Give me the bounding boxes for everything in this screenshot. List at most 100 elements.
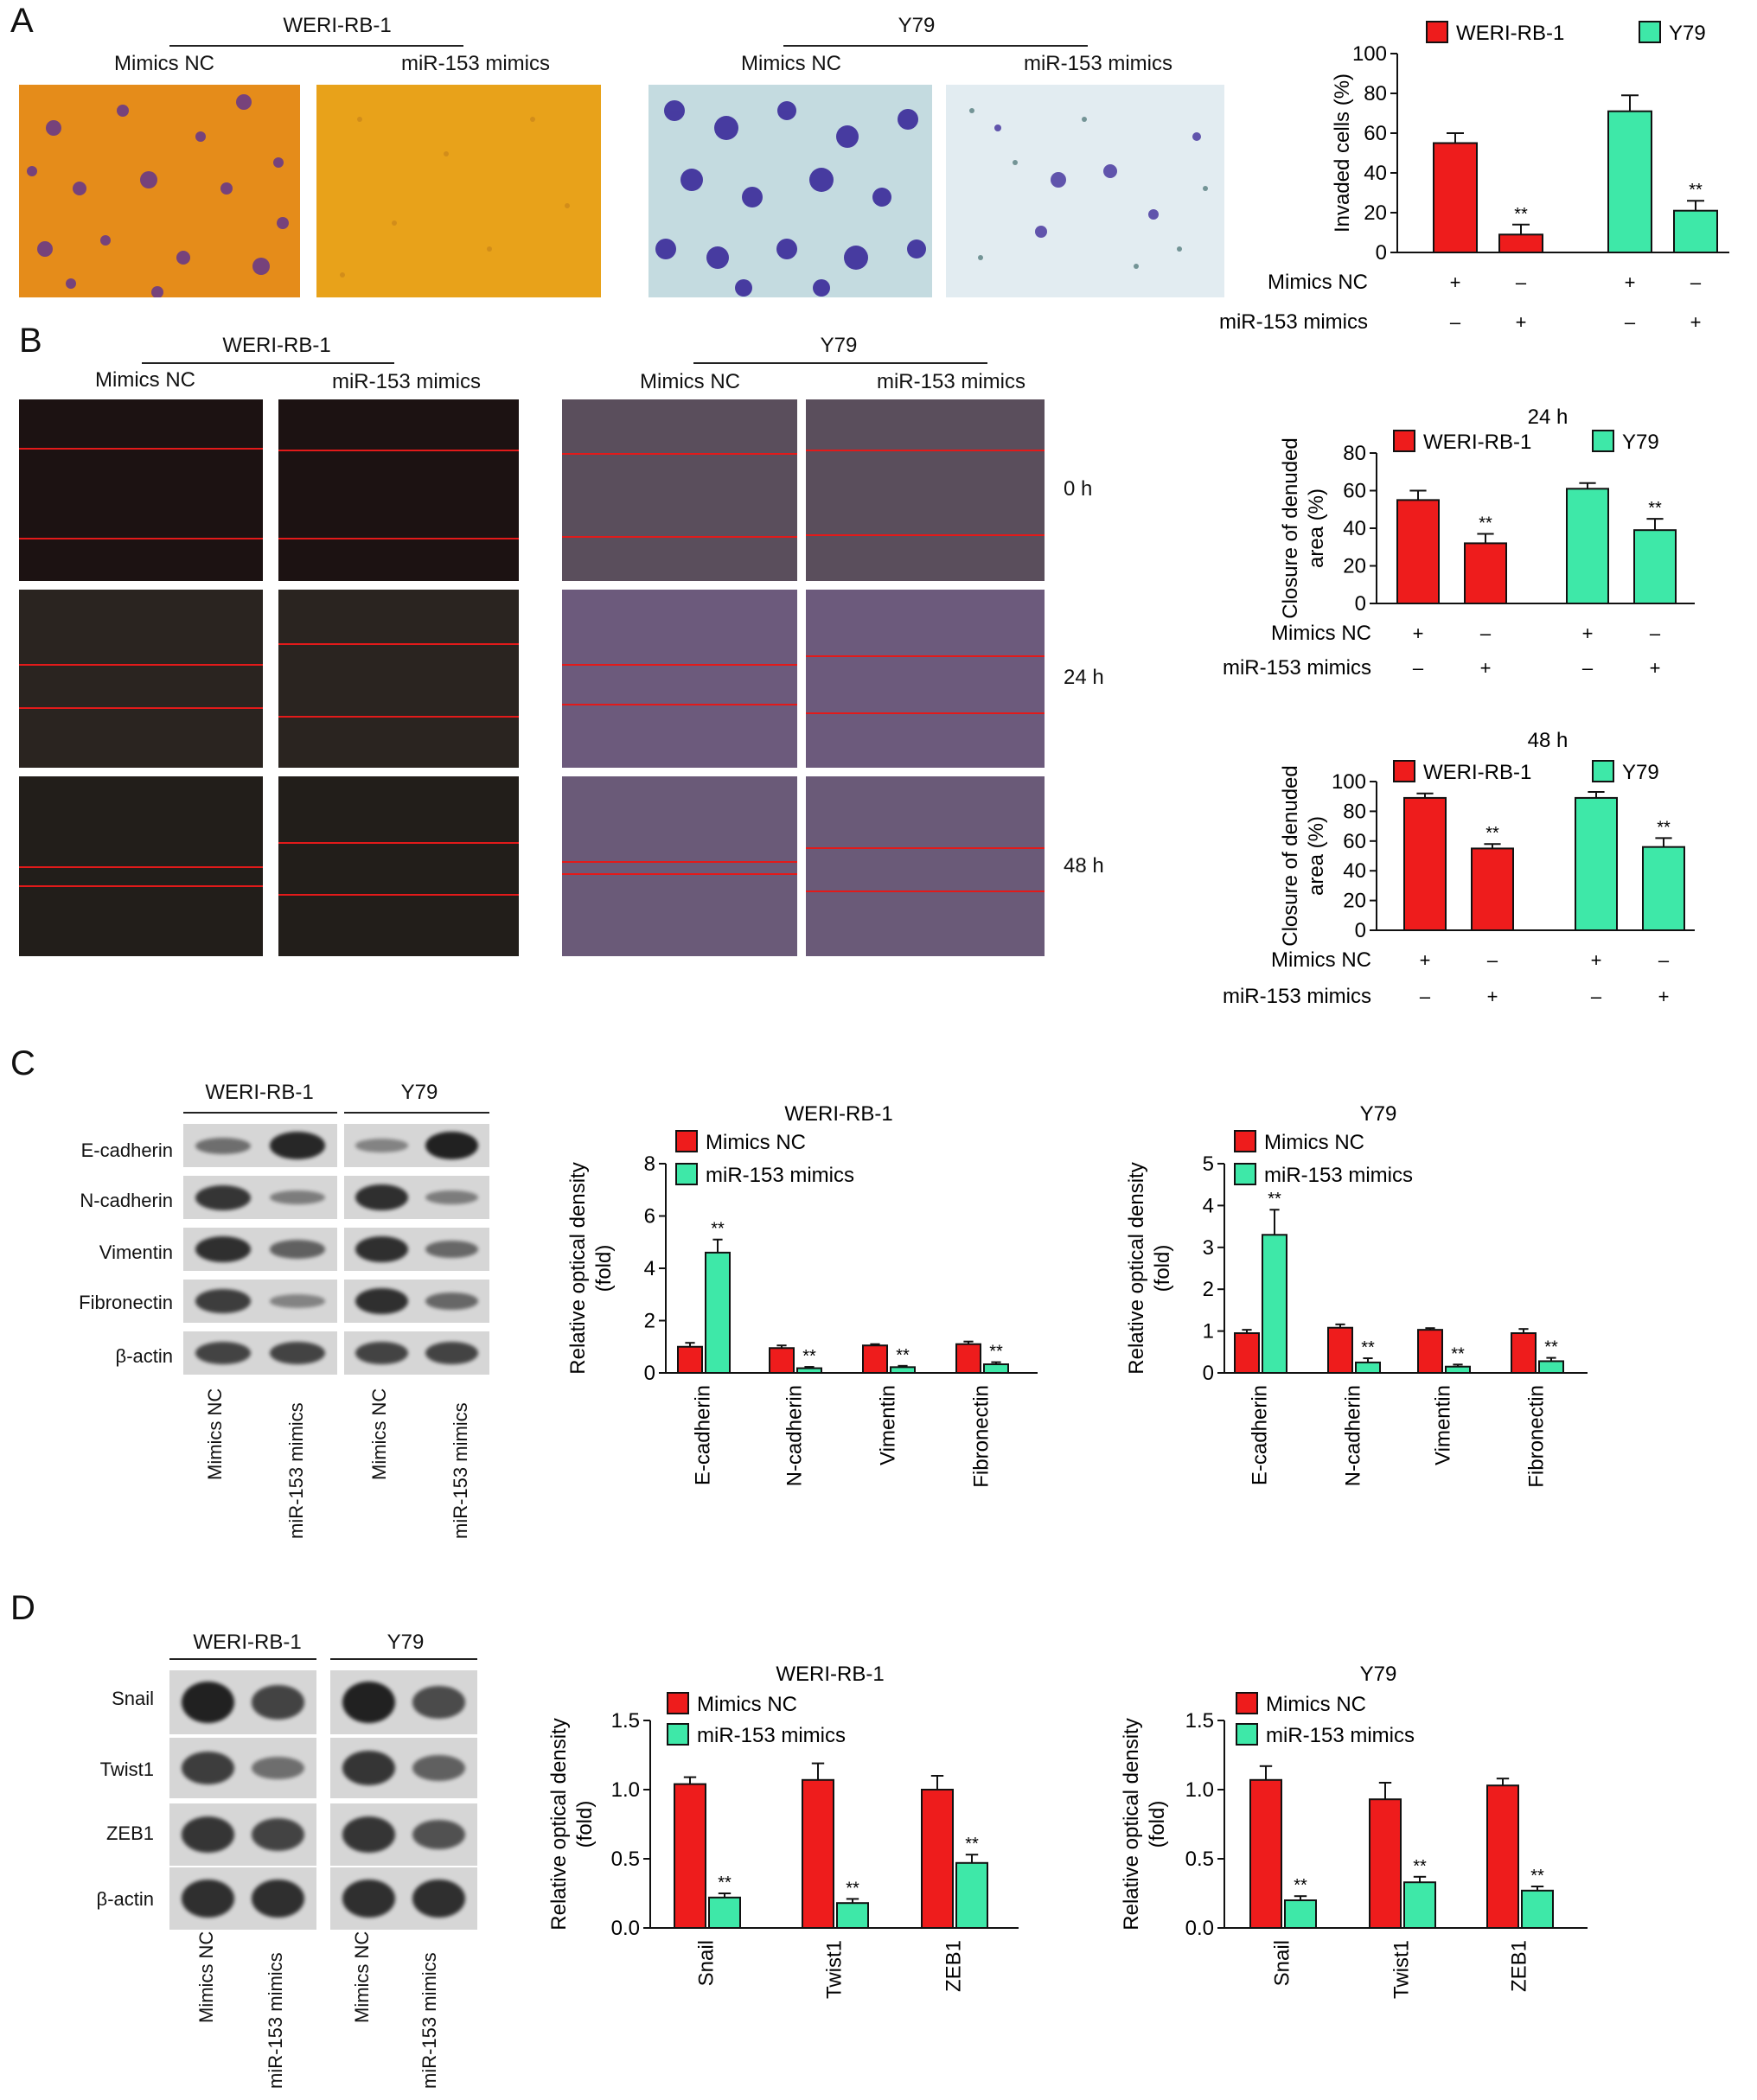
significance-marker: ** xyxy=(1268,1190,1281,1209)
bar xyxy=(1673,209,1718,253)
condition-label: Mimics NC xyxy=(1268,271,1368,294)
blot-band xyxy=(412,1819,466,1850)
y-tick-label: 100 xyxy=(1352,42,1387,66)
blot-band xyxy=(425,1190,478,1205)
d-blot-weri-header: WERI-RB-1 xyxy=(193,1631,302,1654)
panel-label-d: D xyxy=(10,1589,35,1627)
bar xyxy=(862,1344,888,1375)
x-tick-label: E-cadherin xyxy=(691,1385,714,1485)
b-time-0h: 0 h xyxy=(1064,477,1093,501)
y-tick-label: 0 xyxy=(1203,1362,1214,1385)
blot-band xyxy=(269,1132,325,1159)
legend-label: WERI-RB-1 xyxy=(1423,431,1531,454)
legend-swatch xyxy=(1592,430,1614,452)
condition-sign: + xyxy=(1480,657,1492,679)
chart-title: 48 h xyxy=(1528,729,1569,752)
bar xyxy=(1327,1326,1353,1375)
blot-strip xyxy=(344,1228,489,1271)
condition-sign: – xyxy=(1480,622,1492,644)
y-tick-label: 4 xyxy=(644,1257,655,1280)
y-tick-label: 4 xyxy=(1203,1194,1214,1217)
condition-sign: + xyxy=(1487,986,1498,1007)
y-axis-label: area (%) xyxy=(1305,816,1328,896)
blot-band xyxy=(355,1139,408,1152)
legend-swatch xyxy=(1234,1163,1256,1185)
y-axis-label: Relative optical density xyxy=(1120,1718,1143,1930)
legend-swatch xyxy=(1393,430,1415,452)
significance-marker: ** xyxy=(989,1343,1003,1362)
scratch-edge-line xyxy=(278,643,519,645)
bar xyxy=(1445,1365,1471,1374)
y-tick-label: 0.5 xyxy=(611,1848,640,1871)
b-weri-mir-48h xyxy=(278,776,519,956)
b-y79-mir-48h xyxy=(806,776,1045,956)
legend-swatch xyxy=(667,1723,689,1746)
y-tick-label: 80 xyxy=(1343,800,1366,823)
a-weri-mir-micrograph xyxy=(316,85,601,297)
legend-swatch xyxy=(1234,1130,1256,1152)
panel-label-b: B xyxy=(19,322,42,360)
scratch-edge-line xyxy=(278,450,519,451)
blot-band xyxy=(425,1131,478,1160)
blot-strip xyxy=(330,1670,477,1734)
legend-swatch xyxy=(1639,21,1661,43)
b-y79-nc-label: Mimics NC xyxy=(640,370,740,393)
significance-marker: ** xyxy=(1648,499,1662,518)
y-tick-label: 1.5 xyxy=(1185,1709,1214,1733)
x-tick-label: ZEB1 xyxy=(1507,1940,1530,1992)
bar xyxy=(677,1345,703,1374)
b-weri-nc-24h xyxy=(19,590,263,768)
legend-label: WERI-RB-1 xyxy=(1456,22,1564,45)
a-y79-nc-label: Mimics NC xyxy=(741,52,841,75)
condition-sign: – xyxy=(1591,986,1602,1007)
legend-swatch xyxy=(675,1130,698,1152)
y-tick-label: 0 xyxy=(644,1362,655,1385)
a-weri-mir-label: miR-153 mimics xyxy=(400,52,550,75)
a-y79-underline xyxy=(783,45,1088,47)
blot-band xyxy=(342,1880,395,1918)
y-tick-label: 0 xyxy=(1355,592,1366,616)
significance-marker: ** xyxy=(802,1347,816,1366)
a-y79-nc-micrograph xyxy=(648,85,932,297)
b-weri-nc-0h xyxy=(19,399,263,581)
bar xyxy=(1403,796,1447,931)
d-protein-label: Snail xyxy=(112,1688,154,1709)
y-axis-label: Relative optical density xyxy=(566,1162,590,1374)
blot-strip xyxy=(183,1176,337,1219)
bar xyxy=(1511,1332,1537,1375)
b-weri-mir-24h xyxy=(278,590,519,768)
b-y79-mir-0h xyxy=(806,399,1045,581)
blot-band xyxy=(195,1184,252,1210)
blot-strip xyxy=(183,1124,337,1167)
legend-label: Mimics NC xyxy=(1266,1693,1366,1716)
legend-swatch xyxy=(1592,760,1614,782)
c-protein-label: N-cadherin xyxy=(80,1190,173,1211)
y-axis-label: (fold) xyxy=(573,1801,597,1848)
bar xyxy=(1486,1784,1519,1929)
significance-marker: ** xyxy=(965,1835,979,1854)
bar xyxy=(708,1896,741,1930)
condition-sign: + xyxy=(1690,311,1702,333)
bar xyxy=(921,1789,954,1929)
chart-title: 24 h xyxy=(1528,405,1569,429)
x-tick-label: Fibronectin xyxy=(1524,1385,1548,1488)
blot-strip xyxy=(344,1331,489,1375)
condition-sign: – xyxy=(1690,271,1702,293)
bar xyxy=(1538,1360,1564,1374)
significance-marker: ** xyxy=(1544,1338,1558,1357)
blot-band xyxy=(412,1754,466,1782)
significance-marker: ** xyxy=(1485,824,1499,843)
legend-swatch xyxy=(1393,760,1415,782)
y-tick-label: 60 xyxy=(1343,830,1366,853)
c-blot-weri-header: WERI-RB-1 xyxy=(205,1081,314,1104)
scratch-edge-line xyxy=(19,448,263,450)
legend-label: Y79 xyxy=(1669,22,1706,45)
blot-band xyxy=(342,1816,395,1853)
c-blot-weri-underline xyxy=(183,1112,337,1114)
y-tick-label: 20 xyxy=(1343,555,1366,578)
x-tick-label: ZEB1 xyxy=(942,1940,965,1992)
y-tick-label: 40 xyxy=(1364,162,1387,185)
legend-swatch xyxy=(1236,1692,1258,1714)
blot-band xyxy=(181,1880,234,1918)
significance-marker: ** xyxy=(711,1220,725,1239)
